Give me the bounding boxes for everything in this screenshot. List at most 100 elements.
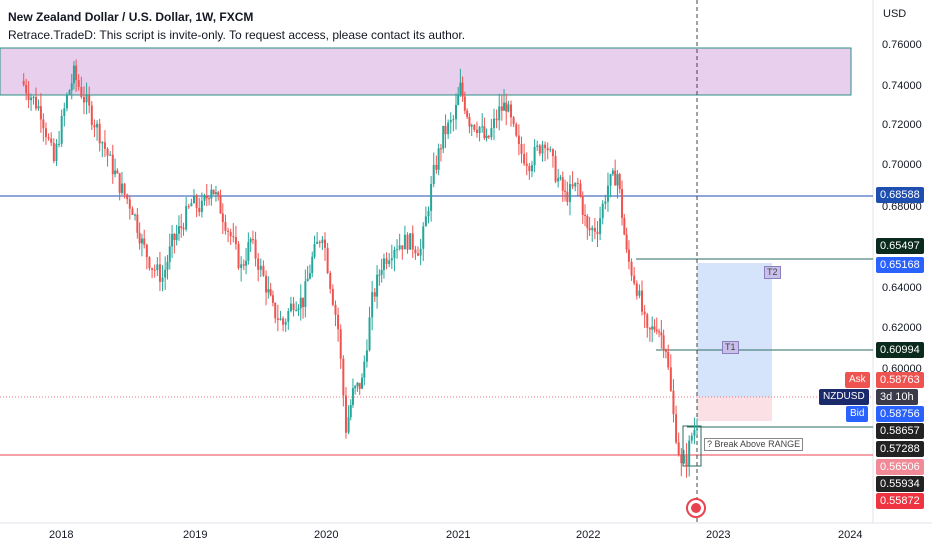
x-tick: 2022 — [576, 529, 601, 541]
candle-body — [536, 145, 539, 147]
candle-body — [284, 321, 287, 325]
candle-body — [128, 199, 131, 209]
x-tick: 2021 — [446, 529, 471, 541]
candle-body — [287, 311, 290, 322]
candle-body — [98, 123, 101, 144]
candle-body — [109, 154, 112, 156]
candle-body — [88, 95, 91, 106]
candle-body — [257, 258, 260, 270]
target-2-label[interactable]: T2 — [764, 266, 781, 279]
candle-body — [507, 104, 510, 112]
candle-body — [382, 258, 385, 270]
candle-body — [459, 82, 462, 96]
candle-body — [561, 177, 564, 191]
candle-body — [549, 149, 552, 151]
candle-body — [568, 184, 571, 202]
candle-body — [232, 236, 235, 238]
candle-body — [658, 331, 661, 333]
symbol-tag[interactable]: NZDUSD — [819, 389, 869, 405]
candle-body — [417, 253, 420, 256]
candle-body — [475, 129, 478, 134]
candle-body — [528, 165, 531, 172]
y-tick: 0.68000 — [882, 201, 922, 213]
candle-body — [175, 233, 178, 241]
indicator-notice: Retrace.TradeD: This script is invite-on… — [8, 28, 466, 42]
candle-body — [103, 142, 106, 149]
candle-body — [483, 126, 486, 139]
candle-body — [282, 318, 285, 325]
candle-body — [131, 208, 134, 216]
candle-body — [523, 153, 526, 164]
candle-body — [90, 105, 93, 125]
candle-body — [591, 227, 594, 231]
candle-body — [604, 201, 607, 204]
candle-body — [473, 125, 476, 130]
candle-body — [166, 261, 169, 270]
candle-body — [468, 117, 471, 127]
candle-body — [435, 164, 438, 170]
candle-body — [326, 247, 329, 273]
candle-body — [680, 454, 683, 464]
candle-body — [544, 144, 547, 149]
candle-body — [403, 234, 406, 250]
candle-body — [588, 227, 591, 231]
price-label-57288: 0.57288 — [876, 441, 924, 457]
candle-body — [349, 405, 352, 418]
candle-body — [324, 239, 326, 248]
candle-body — [635, 283, 638, 296]
x-tick: 2023 — [706, 529, 731, 541]
candle-body — [58, 143, 61, 145]
candle-body — [72, 65, 75, 84]
candle-body — [541, 144, 544, 154]
candle-body — [158, 264, 161, 282]
target-zone — [697, 263, 772, 397]
candle-body — [571, 184, 574, 187]
candle-body — [311, 256, 314, 274]
candle-body — [44, 128, 47, 138]
candle-body — [492, 118, 495, 128]
break-above-range-label[interactable]: ? Break Above RANGE — [704, 438, 804, 451]
bar-countdown: 3d 10h — [876, 389, 918, 405]
candle-body — [187, 206, 190, 208]
candle-body — [182, 227, 185, 230]
candle-body — [245, 260, 248, 266]
candle-body — [380, 269, 383, 275]
candle-body — [672, 390, 675, 415]
price-label-65497: 0.65497 — [876, 238, 924, 254]
candle-body — [648, 327, 651, 330]
candle-body — [390, 258, 393, 261]
candle-body — [52, 142, 55, 162]
candle-body — [180, 226, 183, 228]
candle-body — [295, 310, 298, 312]
candle-body — [111, 154, 114, 175]
candle-body — [356, 382, 359, 387]
candle-body — [551, 149, 554, 157]
candle-body — [554, 156, 557, 182]
candle-body — [331, 288, 334, 305]
candle-body — [80, 86, 83, 97]
candle-body — [638, 290, 641, 296]
candle-body — [452, 119, 455, 121]
candle-body — [376, 274, 379, 297]
candle-body — [190, 203, 193, 207]
candle-body — [276, 318, 279, 320]
candle-body — [365, 350, 368, 362]
candle-body — [224, 222, 227, 231]
candle-body — [242, 264, 245, 266]
candle-body — [546, 148, 549, 151]
candle-body — [254, 239, 257, 259]
candle-body — [247, 242, 250, 261]
candle-body — [677, 442, 680, 455]
bid-label: Bid — [846, 406, 869, 422]
stop-zone — [697, 397, 772, 421]
candle-body — [120, 183, 123, 193]
target-1-label[interactable]: T1 — [722, 341, 739, 354]
candle-body — [304, 281, 307, 308]
candle-body — [576, 182, 579, 184]
candle-body — [85, 95, 88, 103]
supply-zone — [0, 47, 852, 96]
candle-body — [227, 230, 230, 232]
candle-body — [682, 455, 685, 464]
candle-body — [490, 127, 493, 138]
